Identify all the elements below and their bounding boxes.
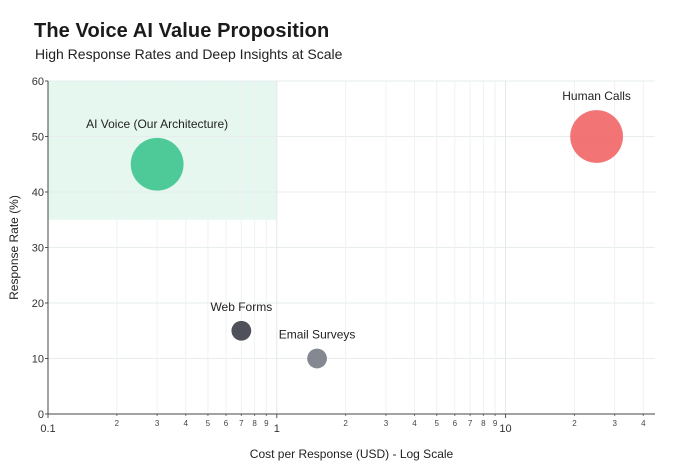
data-points-layer [130, 110, 623, 369]
x-minor-tick-label: 8 [252, 419, 257, 428]
y-tick-label: 30 [32, 243, 44, 255]
point-label-ai-voice-our-architecture: AI Voice (Our Architecture) [86, 117, 228, 131]
y-tick-label: 50 [32, 132, 44, 144]
x-axis-title: Cost per Response (USD) - Log Scale [250, 447, 454, 461]
x-major-tick-label: 1 [274, 423, 280, 435]
point-label-human-calls: Human Calls [562, 89, 631, 103]
point-email-surveys [307, 348, 327, 369]
point-label-web-forms: Web Forms [210, 300, 272, 314]
x-minor-tick-label: 6 [453, 419, 458, 428]
x-minor-tick-label: 7 [239, 419, 244, 428]
grid-layer [48, 80, 655, 414]
point-human-calls [570, 110, 623, 163]
x-minor-tick-label: 7 [468, 419, 473, 428]
x-minor-tick-label: 2 [115, 419, 120, 428]
x-minor-tick-label: 9 [264, 419, 269, 428]
x-minor-tick-label: 8 [481, 419, 486, 428]
y-axis-title: Response Rate (%) [7, 195, 21, 300]
x-minor-tick-label: 3 [384, 419, 389, 428]
x-minor-tick-label: 3 [612, 419, 617, 428]
x-minor-tick-label: 5 [206, 419, 211, 428]
x-minor-tick-label: 9 [493, 419, 498, 428]
point-web-forms [231, 320, 252, 341]
x-minor-tick-label: 4 [184, 419, 189, 428]
x-major-tick-label: 10 [499, 423, 511, 435]
y-tick-label: 60 [32, 76, 44, 88]
x-major-tick-label: 0.1 [40, 423, 55, 435]
chart-subtitle: High Response Rates and Deep Insights at… [35, 46, 343, 62]
x-minor-tick-label: 6 [224, 419, 229, 428]
x-minor-tick-label: 4 [412, 419, 417, 428]
y-tick-label: 40 [32, 187, 44, 199]
chart-title: The Voice AI Value Proposition [34, 20, 330, 42]
x-minor-tick-label: 4 [641, 419, 646, 428]
x-minor-tick-label: 5 [434, 419, 439, 428]
point-labels-layer: AI Voice (Our Architecture) Web Forms Emai… [86, 89, 631, 342]
y-tick-label: 20 [32, 298, 44, 310]
axes-layer [45, 80, 655, 418]
x-minor-tick-label: 2 [343, 419, 348, 428]
point-ai-voice-our-architecture [130, 137, 184, 191]
x-minor-tick-label: 2 [572, 419, 577, 428]
x-minor-tick-label: 3 [155, 419, 160, 428]
y-tick-label: 10 [32, 354, 44, 366]
y-tick-label: 0 [38, 409, 44, 421]
point-label-email-surveys: Email Surveys [279, 328, 356, 342]
